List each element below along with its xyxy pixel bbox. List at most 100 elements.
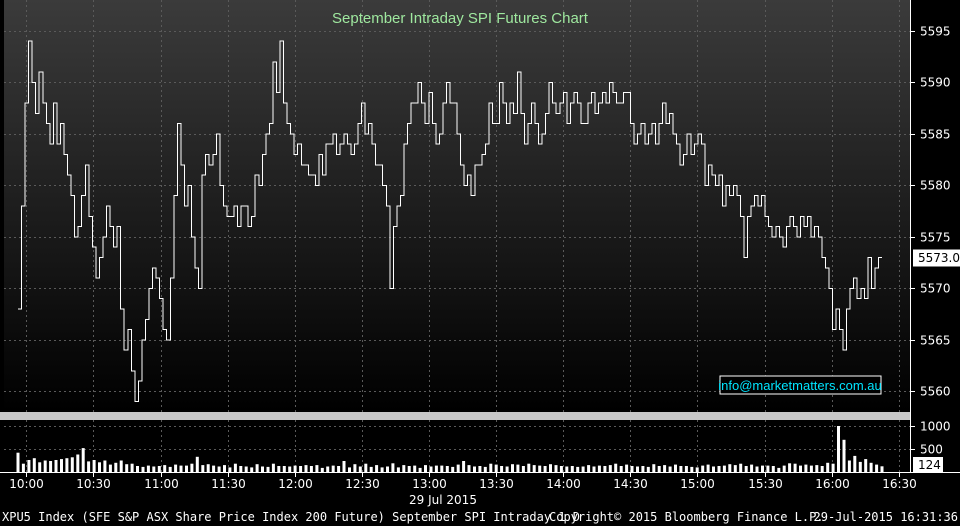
volume-bar (657, 466, 661, 472)
volume-bar (842, 439, 846, 472)
time-tick-label: 14:00 (546, 477, 581, 491)
volume-bar (81, 448, 85, 472)
volume-bar (880, 466, 884, 472)
volume-bar (750, 464, 754, 472)
last-volume-marker: 124 (913, 457, 943, 472)
watermark-box: info@marketmatters.com.au (718, 375, 882, 395)
volume-bar (538, 465, 542, 472)
volume-bar (744, 466, 748, 472)
volume-bar (38, 462, 42, 472)
volume-bar (771, 466, 775, 472)
chart-title: September Intraday SPI Futures Chart (332, 10, 589, 27)
time-tick-label: 13:30 (479, 477, 514, 491)
volume-bar (223, 465, 226, 472)
volume-bar (92, 460, 96, 472)
volume-bar (559, 466, 563, 472)
volume-bar (478, 466, 482, 472)
volume-bar (521, 466, 525, 472)
volume-bar (233, 463, 237, 472)
volume-bar (70, 457, 74, 472)
volume-bar (456, 464, 460, 472)
volume-bar (76, 454, 80, 472)
volume-bar (119, 460, 123, 472)
price-tick-label: 5590 (920, 76, 951, 90)
time-tick-label: 11:00 (144, 477, 179, 491)
volume-bar (462, 461, 466, 472)
volume-bar (201, 465, 205, 472)
volume-bar (451, 466, 455, 472)
volume-bar (255, 464, 259, 472)
volume-bar (820, 466, 824, 472)
volume-bar (21, 463, 25, 472)
volume-bar (603, 466, 607, 472)
volume-bar (761, 465, 764, 472)
volume-bar (826, 462, 830, 472)
time-tick-label: 12:00 (278, 477, 313, 491)
volume-bar (712, 466, 715, 472)
volume-bar (27, 460, 31, 472)
price-tick-label: 5575 (920, 231, 951, 245)
volume-bar (60, 459, 63, 472)
price-tick-label: 5560 (920, 385, 951, 399)
volume-bar (163, 465, 167, 472)
volume-bar (434, 465, 438, 472)
volume-bar (668, 466, 672, 472)
volume-bar (793, 463, 797, 472)
volume-bar (755, 466, 759, 472)
volume-bar (467, 465, 471, 472)
volume-bar (587, 465, 591, 472)
volume-bar (875, 464, 879, 472)
volume-panel-background (4, 420, 910, 472)
time-tick-label: 15:00 (680, 477, 715, 491)
volume-bar (337, 466, 341, 472)
volume-bar (98, 462, 101, 472)
time-tick-label: 13:00 (412, 477, 447, 491)
volume-bar (380, 467, 384, 472)
volume-gridlines (4, 420, 910, 472)
volume-bar (706, 464, 710, 472)
volume-bar (195, 456, 199, 472)
volume-series (16, 426, 884, 472)
volume-bar (168, 466, 172, 472)
volume-bar (326, 466, 330, 472)
volume-bar (358, 466, 362, 472)
volume-bar (396, 467, 400, 472)
volume-bar (261, 466, 264, 472)
volume-bar (190, 463, 194, 472)
volume-bar (293, 465, 297, 472)
time-tick-label: 11:30 (211, 477, 246, 491)
volume-bar (114, 462, 118, 472)
date-label: 29 Jul 2015 (409, 493, 477, 507)
volume-bar (445, 466, 449, 472)
volume-bar (679, 466, 683, 472)
volume-bar (608, 465, 612, 472)
volume-bar (777, 467, 781, 472)
volume-bar (766, 465, 770, 472)
volume-bar (728, 464, 732, 472)
panel-separator (0, 412, 910, 420)
volume-bar (543, 466, 547, 472)
volume-bar (185, 465, 188, 472)
volume-bar (581, 466, 585, 472)
volume-bar (228, 467, 232, 472)
volume-bar (799, 465, 802, 472)
volume-bar (49, 461, 53, 472)
time-tick-label: 16:30 (882, 477, 917, 491)
volume-bar (136, 466, 139, 472)
price-panel-background (4, 0, 910, 412)
volume-bar (266, 466, 270, 472)
volume-y-axis: 500 1000 (910, 420, 951, 457)
volume-bar (722, 465, 726, 472)
volume-bar (331, 465, 335, 472)
volume-bar (315, 465, 319, 472)
last-price-label: 5573.0 (918, 251, 960, 265)
volume-bar (277, 466, 281, 472)
volume-bar (299, 466, 303, 472)
volume-bar (217, 466, 221, 472)
volume-bar (809, 465, 813, 472)
time-tick-label: 10:00 (9, 477, 44, 491)
volume-bar (152, 466, 156, 472)
volume-bar (804, 464, 808, 472)
volume-bar (320, 467, 324, 472)
volume-bar (483, 466, 487, 472)
